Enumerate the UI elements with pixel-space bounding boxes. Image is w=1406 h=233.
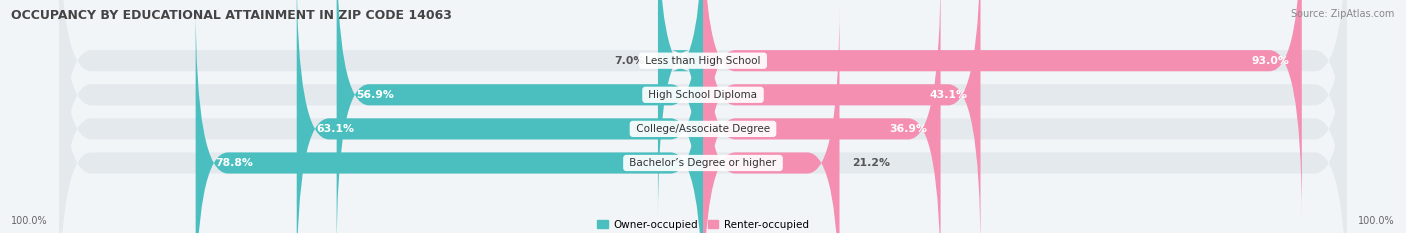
FancyBboxPatch shape <box>59 3 1347 233</box>
FancyBboxPatch shape <box>658 0 703 221</box>
FancyBboxPatch shape <box>336 0 703 233</box>
Text: High School Diploma: High School Diploma <box>645 90 761 100</box>
Text: 36.9%: 36.9% <box>890 124 928 134</box>
FancyBboxPatch shape <box>59 0 1347 233</box>
FancyBboxPatch shape <box>703 3 839 233</box>
FancyBboxPatch shape <box>703 0 1302 221</box>
Text: College/Associate Degree: College/Associate Degree <box>633 124 773 134</box>
FancyBboxPatch shape <box>195 3 703 233</box>
Text: 100.0%: 100.0% <box>11 216 48 226</box>
FancyBboxPatch shape <box>703 0 980 233</box>
FancyBboxPatch shape <box>297 0 703 233</box>
Text: 43.1%: 43.1% <box>929 90 967 100</box>
Text: 56.9%: 56.9% <box>356 90 394 100</box>
Text: OCCUPANCY BY EDUCATIONAL ATTAINMENT IN ZIP CODE 14063: OCCUPANCY BY EDUCATIONAL ATTAINMENT IN Z… <box>11 9 453 22</box>
Text: Bachelor’s Degree or higher: Bachelor’s Degree or higher <box>626 158 780 168</box>
FancyBboxPatch shape <box>59 0 1347 221</box>
Text: 100.0%: 100.0% <box>1358 216 1395 226</box>
Text: 21.2%: 21.2% <box>852 158 890 168</box>
Legend: Owner-occupied, Renter-occupied: Owner-occupied, Renter-occupied <box>598 220 808 230</box>
Text: Less than High School: Less than High School <box>643 56 763 66</box>
Text: 63.1%: 63.1% <box>316 124 354 134</box>
FancyBboxPatch shape <box>703 0 941 233</box>
Text: 78.8%: 78.8% <box>215 158 253 168</box>
Text: Source: ZipAtlas.com: Source: ZipAtlas.com <box>1291 9 1395 19</box>
Text: 93.0%: 93.0% <box>1251 56 1289 66</box>
Text: 7.0%: 7.0% <box>614 56 645 66</box>
FancyBboxPatch shape <box>59 0 1347 233</box>
